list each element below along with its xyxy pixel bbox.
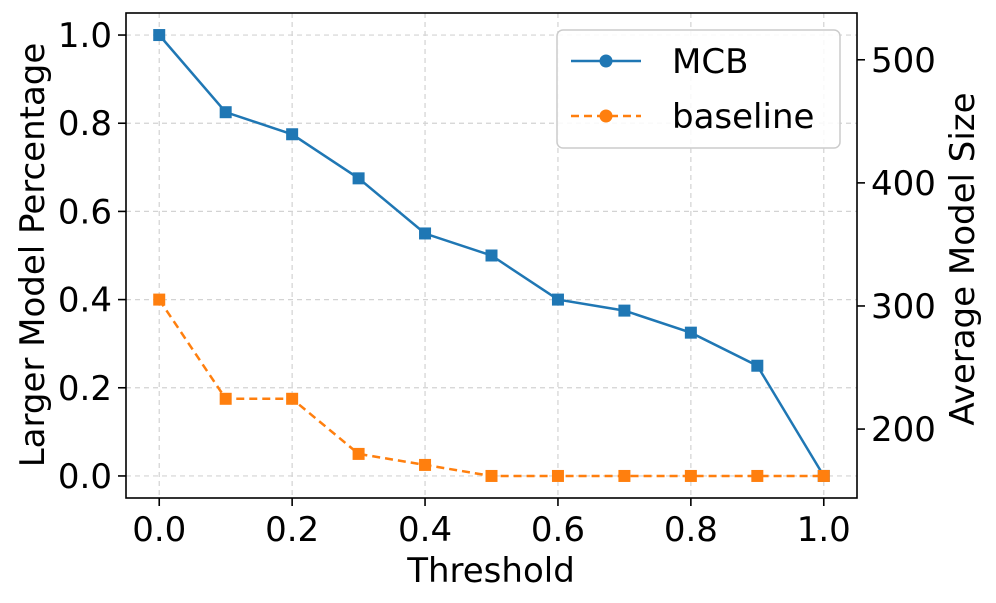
y-tick-label-3: 0.6 bbox=[58, 192, 112, 232]
x-axis-label: Threshold bbox=[406, 551, 575, 591]
data-point-mcb-6 bbox=[551, 293, 564, 306]
y-axis-label: Larger Model Percentage bbox=[13, 43, 53, 468]
y2-tick-label-0: 200 bbox=[871, 410, 936, 450]
data-point-mcb-8 bbox=[684, 326, 697, 339]
series-layer bbox=[153, 29, 830, 482]
data-point-baseline-4 bbox=[419, 458, 432, 471]
data-point-baseline-0 bbox=[153, 293, 166, 306]
plot-frame bbox=[125, 12, 858, 499]
legend-label-baseline: baseline bbox=[672, 97, 814, 137]
legend-frame bbox=[556, 29, 841, 149]
legend: MCB baseline bbox=[556, 29, 841, 149]
x-tick-label-5: 1.0 bbox=[797, 510, 851, 550]
legend-marker-mcb bbox=[599, 54, 613, 68]
y-tick-label-2: 0.4 bbox=[58, 281, 112, 321]
x-tick-label-3: 0.6 bbox=[531, 510, 585, 550]
data-point-baseline-5 bbox=[485, 469, 498, 482]
data-point-mcb-1 bbox=[219, 106, 232, 119]
data-point-mcb-9 bbox=[751, 359, 764, 372]
data-point-mcb-0 bbox=[153, 29, 166, 42]
data-point-baseline-3 bbox=[352, 447, 365, 460]
data-point-mcb-7 bbox=[618, 304, 631, 317]
data-point-baseline-9 bbox=[751, 469, 764, 482]
grid bbox=[126, 13, 857, 498]
y2-axis-label: Average Model Size bbox=[943, 92, 983, 425]
y2-tick-label-3: 500 bbox=[871, 41, 936, 81]
data-point-mcb-2 bbox=[286, 128, 299, 141]
x-tick-label-4: 0.8 bbox=[664, 510, 718, 550]
data-point-mcb-5 bbox=[485, 249, 498, 262]
ticks: 0.0 0.2 0.4 0.6 0.8 1.0 0.0 0.2 0.4 0.6 0.8 1.0 200 3… bbox=[58, 16, 936, 550]
data-point-baseline-10 bbox=[817, 469, 830, 482]
x-tick-label-1: 0.2 bbox=[265, 510, 319, 550]
y-tick-label-4: 0.8 bbox=[58, 104, 112, 144]
x-tick-label-0: 0.0 bbox=[132, 510, 186, 550]
data-point-mcb-3 bbox=[352, 172, 365, 185]
data-point-baseline-6 bbox=[551, 469, 564, 482]
legend-label-mcb: MCB bbox=[672, 42, 748, 82]
data-point-baseline-7 bbox=[618, 469, 631, 482]
y2-tick-label-1: 300 bbox=[871, 287, 936, 327]
data-point-mcb-4 bbox=[419, 227, 432, 240]
data-point-baseline-2 bbox=[286, 392, 299, 405]
data-point-baseline-8 bbox=[684, 469, 697, 482]
data-point-baseline-1 bbox=[219, 392, 232, 405]
legend-marker-baseline bbox=[599, 109, 613, 123]
y2-tick-label-2: 400 bbox=[871, 164, 936, 204]
y-tick-label-5: 1.0 bbox=[58, 16, 112, 56]
y-tick-label-0: 0.0 bbox=[58, 457, 112, 497]
y-tick-label-1: 0.2 bbox=[58, 369, 112, 409]
x-tick-label-2: 0.4 bbox=[398, 510, 452, 550]
